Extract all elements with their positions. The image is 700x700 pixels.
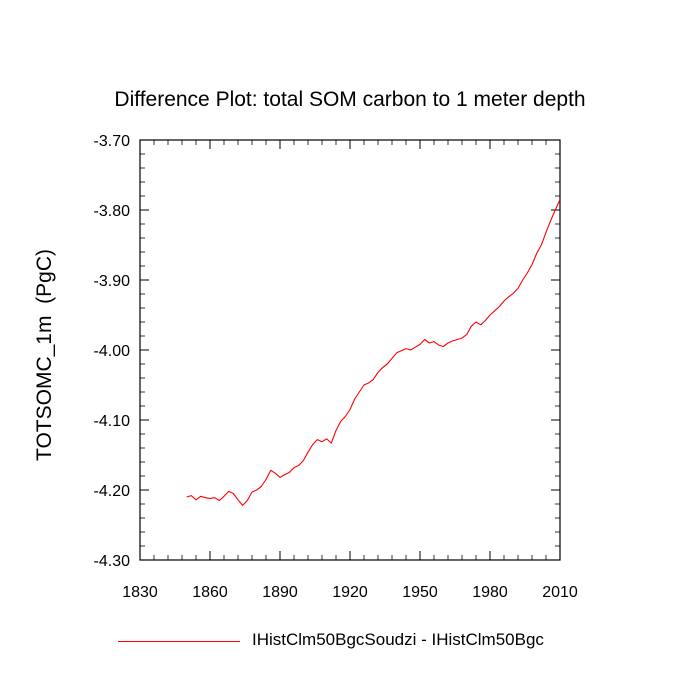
y-tick-label: -4.10 bbox=[94, 413, 131, 430]
legend-line-swatch bbox=[118, 641, 240, 642]
y-tick-label: -4.30 bbox=[94, 553, 131, 570]
legend: IHistClm50BgcSoudzi - IHistClm50Bgc bbox=[118, 630, 638, 654]
chart-title: Difference Plot: total SOM carbon to 1 m… bbox=[114, 88, 586, 111]
series-line bbox=[186, 199, 561, 506]
x-tick-label: 1890 bbox=[262, 584, 298, 601]
legend-label: IHistClm50BgcSoudzi - IHistClm50Bgc bbox=[252, 630, 544, 649]
y-axis-label: TOTSOMC_1m (PgC) bbox=[33, 249, 56, 461]
x-tick-label: 1950 bbox=[402, 584, 438, 601]
x-tick-label: 2010 bbox=[542, 584, 578, 601]
x-tick-label: 1860 bbox=[192, 584, 228, 601]
y-tick-label: -4.20 bbox=[94, 483, 131, 500]
tick-labels: -3.70 -3.80 -3.90 -4.00 -4.10 -4.20 -4.30 1830 1… bbox=[94, 133, 578, 601]
x-tick-label: 1830 bbox=[122, 584, 158, 601]
y-tick-label: -4.00 bbox=[94, 343, 131, 360]
series-layer bbox=[186, 199, 561, 506]
x-tick-label: 1980 bbox=[472, 584, 508, 601]
y-tick-label: -3.90 bbox=[94, 273, 131, 290]
x-tick-label: 1920 bbox=[332, 584, 368, 601]
y-tick-label: -3.80 bbox=[94, 203, 131, 220]
y-tick-label: -3.70 bbox=[94, 133, 131, 150]
tick-marks bbox=[139, 139, 561, 561]
